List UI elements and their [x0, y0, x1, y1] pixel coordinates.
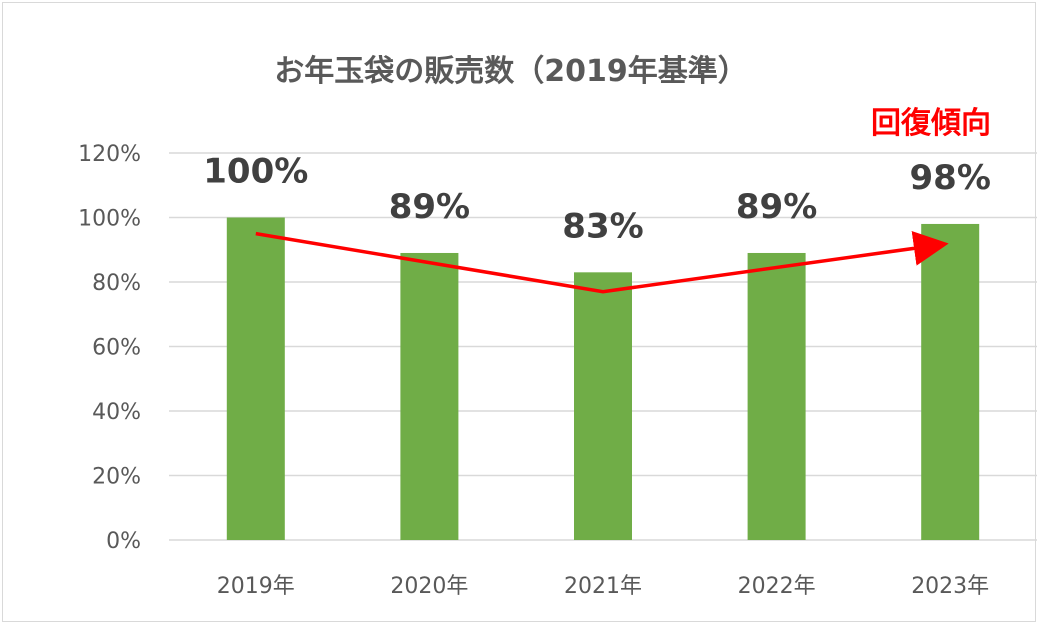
trend-arrow-group [255, 231, 949, 294]
chart-title: お年玉袋の販売数（2019年基準） [274, 54, 748, 89]
y-axis-ticks: 0% 20% 40% 60% 80% 100% 120% [78, 142, 141, 554]
bar-2022年 [747, 252, 806, 540]
data-label: 89% [736, 187, 817, 227]
bar-2019年 [226, 217, 285, 540]
bars [226, 217, 980, 540]
bar-chart: お年玉袋の販売数（2019年基準） 0% 20% 40% 60% 80% 100% 120%… [78, 54, 1037, 599]
data-label: 89% [389, 187, 470, 227]
trend-annotation: 回復傾向 [871, 106, 991, 141]
y-tick-label: 40% [92, 400, 141, 425]
trend-arrow [255, 231, 949, 294]
x-tick-label: 2021年 [564, 574, 642, 599]
data-label: 98% [910, 158, 991, 198]
y-tick-label: 20% [92, 465, 141, 490]
x-tick-label: 2022年 [738, 574, 816, 599]
y-tick-label: 0% [106, 529, 141, 554]
data-label: 83% [562, 206, 643, 246]
bar-2020年 [400, 252, 459, 540]
data-labels: 100% 89% 83% 89% 98% [203, 152, 991, 247]
x-tick-label: 2020年 [390, 574, 468, 599]
x-axis-ticks: 2019年 2020年 2021年 2022年 2023年 [217, 574, 989, 599]
bar-2021年 [574, 272, 632, 540]
x-tick-label: 2019年 [217, 574, 295, 599]
data-label: 100% [203, 152, 308, 192]
y-tick-label: 80% [92, 271, 141, 296]
y-tick-label: 100% [78, 207, 141, 232]
y-tick-label: 60% [92, 336, 141, 361]
y-tick-label: 120% [78, 142, 141, 167]
bar-2023年 [921, 223, 980, 540]
x-tick-label: 2023年 [911, 574, 989, 599]
